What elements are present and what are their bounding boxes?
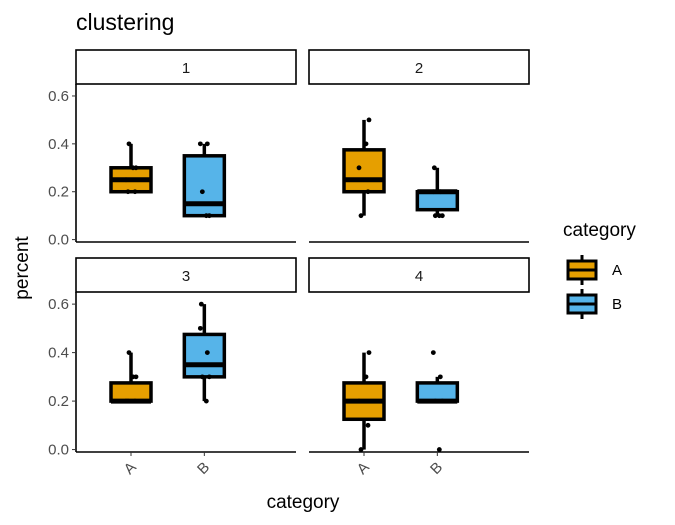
- data-point: [204, 350, 210, 356]
- y-tick-label: 0.0: [48, 232, 69, 249]
- data-point: [366, 350, 372, 356]
- box-A: [109, 141, 153, 195]
- facet-panel-3: 3 0.0 0.2 0.4 0.6 A B: [48, 257, 297, 478]
- box-iqr: [342, 148, 386, 194]
- data-point: [206, 374, 212, 380]
- facet-strip: [308, 49, 530, 85]
- legend-title: category: [563, 220, 636, 241]
- y-tick-label: 0.0: [48, 442, 69, 459]
- box-iqr: [415, 381, 460, 403]
- legend: category AB: [563, 220, 636, 319]
- data-point: [206, 213, 212, 219]
- facet-strip: [75, 257, 297, 293]
- data-point: [123, 177, 129, 183]
- x-tick-label: B: [194, 459, 213, 478]
- y-tick-label: 0.6: [48, 296, 69, 313]
- data-point: [358, 213, 364, 219]
- data-point: [437, 189, 443, 195]
- data-point: [199, 374, 205, 380]
- data-point: [126, 350, 132, 356]
- box-A: [342, 117, 386, 219]
- data-point: [126, 141, 132, 147]
- data-point: [430, 189, 436, 195]
- facet-strip: [308, 257, 530, 293]
- x-tick-label: A: [121, 459, 140, 478]
- data-point: [358, 447, 364, 452]
- data-point: [204, 141, 210, 147]
- legend-label: A: [612, 262, 622, 279]
- y-tick-label: 0.6: [48, 88, 69, 105]
- legend-key-A: A: [566, 255, 622, 285]
- box-iqr: [109, 381, 153, 403]
- data-point: [432, 398, 438, 404]
- chart-title: clustering: [76, 9, 174, 35]
- data-point: [132, 189, 138, 195]
- data-point: [133, 374, 139, 380]
- x-tick-label: A: [354, 459, 373, 478]
- x-axis-title: category: [267, 492, 340, 513]
- data-point: [203, 398, 209, 404]
- box-B: [182, 141, 227, 219]
- y-tick-label: 0.2: [48, 184, 69, 201]
- facet-panel-1: 1 0.0 0.2 0.4 0.6: [48, 49, 297, 249]
- box-A: [342, 350, 386, 452]
- facet-strip-label: 3: [182, 268, 190, 285]
- data-point: [132, 398, 138, 404]
- legend-key-B: B: [566, 289, 622, 319]
- facet-panel-2: 2: [308, 49, 530, 243]
- data-point: [356, 398, 362, 404]
- data-point: [365, 422, 371, 428]
- legend-keys: AB: [566, 255, 622, 319]
- data-point: [198, 301, 204, 307]
- facet-panels: 1 0.0 0.2 0.4 0.6 2 3 0.0 0.2 0.4 0.6 A B 4 A B: [48, 49, 530, 478]
- box-B: [415, 165, 460, 219]
- data-point: [197, 141, 203, 147]
- box-iqr: [415, 189, 460, 212]
- data-point: [436, 447, 442, 452]
- data-point: [356, 165, 362, 171]
- x-tick-label: B: [427, 459, 446, 478]
- box-B: [415, 350, 460, 452]
- data-point: [123, 398, 129, 404]
- facet-strip-label: 2: [415, 60, 423, 77]
- facet-panel-4: 4 A B: [308, 257, 530, 478]
- box-B: [182, 301, 227, 404]
- y-tick-label: 0.2: [48, 393, 69, 410]
- data-point: [366, 117, 372, 123]
- data-point: [199, 189, 205, 195]
- facet-strip-label: 1: [182, 60, 190, 77]
- box-iqr: [182, 332, 227, 379]
- facet-strip: [75, 49, 297, 85]
- data-point: [430, 350, 436, 356]
- box-A: [109, 350, 153, 404]
- data-point: [363, 374, 369, 380]
- data-point: [432, 213, 438, 219]
- data-point: [363, 141, 369, 147]
- data-point: [437, 374, 443, 380]
- y-axis-title: percent: [12, 236, 33, 300]
- data-point: [431, 165, 437, 171]
- data-point: [439, 398, 445, 404]
- box-iqr: [182, 154, 227, 218]
- y-tick-label: 0.4: [48, 136, 69, 153]
- y-tick-label: 0.4: [48, 345, 69, 362]
- data-point: [133, 165, 139, 171]
- data-point: [125, 189, 131, 195]
- data-point: [197, 325, 203, 331]
- legend-label: B: [612, 296, 622, 313]
- data-point: [365, 189, 371, 195]
- facet-strip-label: 4: [415, 268, 423, 285]
- data-point: [439, 213, 445, 219]
